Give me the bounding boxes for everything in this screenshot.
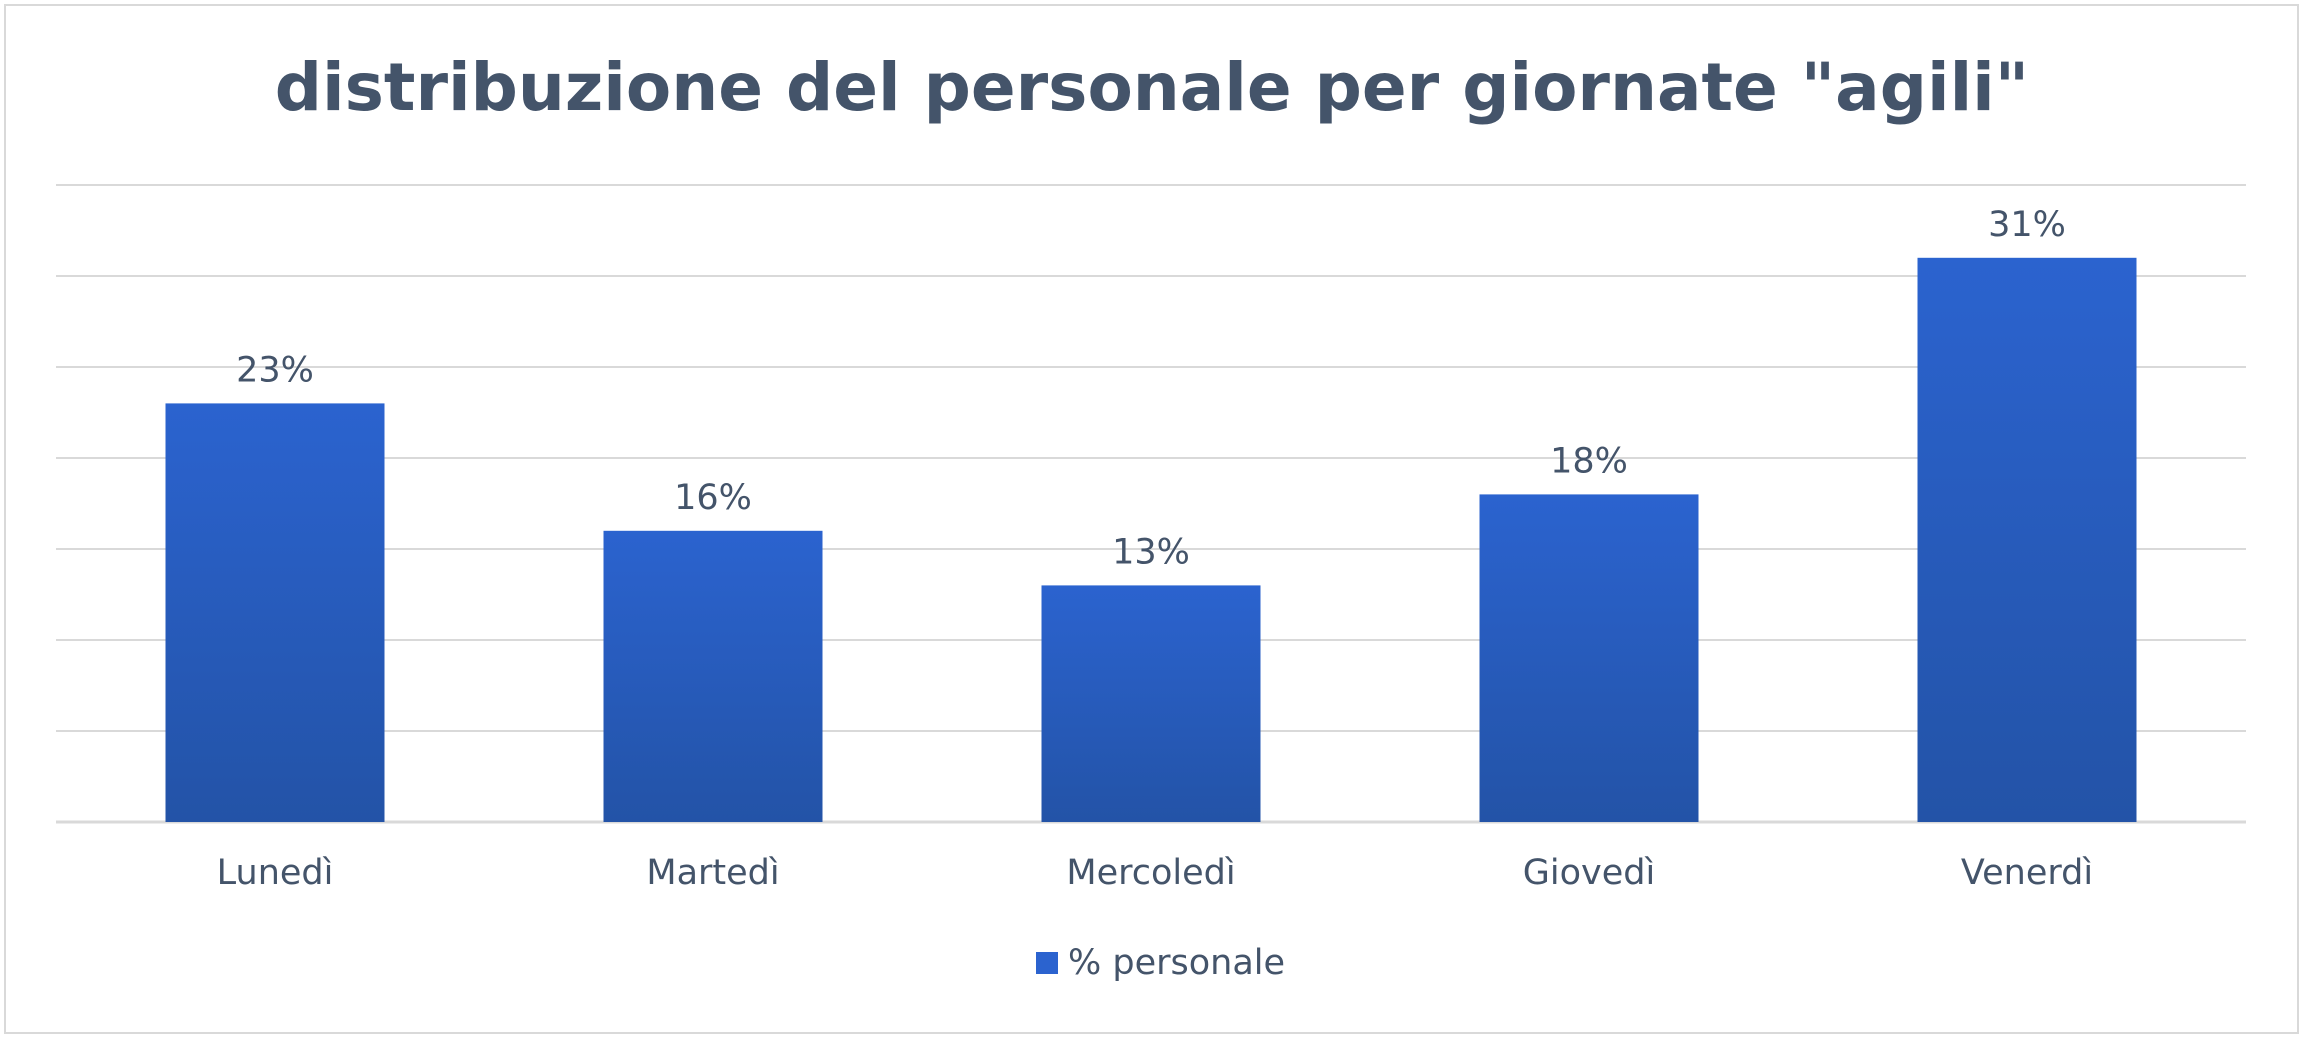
bar-1 [603,530,823,822]
chart-frame [4,4,2299,1034]
data-label-0: 23% [236,350,314,390]
chart-title: distribuzione del personale per giornate… [275,49,2029,126]
data-label-1: 16% [674,478,752,518]
category-label-4: Venerdì [1961,853,2093,893]
bar-3 [1479,494,1699,822]
bar-2 [1041,585,1261,822]
legend: % personale [1036,943,1285,983]
bar-4 [1917,257,2137,822]
data-label-3: 18% [1550,441,1628,481]
category-label-1: Martedì [646,853,779,893]
gridlines [56,184,2246,824]
category-label-3: Giovedì [1523,853,1655,893]
bars [165,257,2137,822]
category-label-0: Lunedì [217,853,334,893]
legend-swatch [1036,952,1058,974]
category-label-2: Mercoledì [1066,853,1235,893]
bar-0 [165,403,385,822]
category-axis: Lunedì Martedì Mercoledì Giovedì Venerdì [217,853,2093,893]
data-label-4: 31% [1988,205,2066,245]
data-labels: 23% 16% 13% 18% 31% [236,205,2066,573]
legend-entry-label: % personale [1068,943,1285,983]
data-label-2: 13% [1112,532,1190,572]
